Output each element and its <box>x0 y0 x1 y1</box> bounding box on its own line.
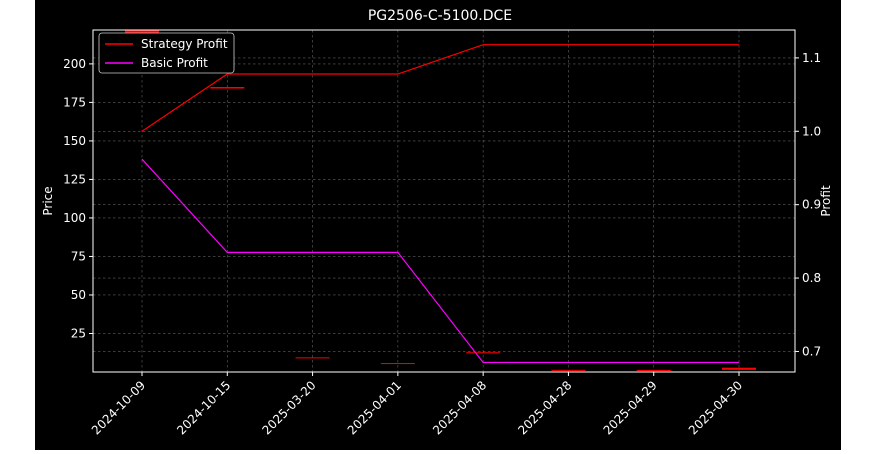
plot-frame <box>92 29 796 373</box>
x-tick-label: 2024-10-15 <box>174 378 233 437</box>
y2-axis-label: Profit <box>819 185 833 217</box>
strategy-profit-line <box>141 44 739 132</box>
y-tick-label: 150 <box>63 134 86 148</box>
plot-background <box>93 30 795 372</box>
y-tick-label: 25 <box>71 326 86 340</box>
x-tick-label: 2025-04-08 <box>430 378 489 437</box>
price-candle <box>636 369 671 371</box>
y-tick-label: 100 <box>63 211 86 225</box>
x-tick-label: 2025-04-29 <box>601 378 660 437</box>
x-tick-label: 2025-04-30 <box>686 378 745 437</box>
y2-tick-label: 0.7 <box>802 344 821 358</box>
price-candle <box>210 87 245 89</box>
price-candle <box>295 357 330 359</box>
y-axis-left: 25 50 75 100 125 150 175 200 <box>63 57 93 340</box>
chart-svg: 2024-10-09 2024-10-15 2025-03-20 2025-04-01… <box>41 8 833 437</box>
x-tick-label: 2025-04-28 <box>515 378 574 437</box>
x-tick-label: 2025-03-20 <box>259 378 318 437</box>
x-axis: 2024-10-09 2024-10-15 2025-03-20 2025-04-01… <box>89 372 745 437</box>
chart-figure: 2024-10-09 2024-10-15 2025-03-20 2025-04-01… <box>35 0 841 450</box>
price-candle <box>551 369 586 371</box>
y-tick-label: 75 <box>71 249 86 263</box>
y2-tick-label: 0.9 <box>802 198 821 212</box>
x-tick-label: 2024-10-09 <box>89 378 148 437</box>
profit-lines <box>141 44 739 364</box>
y-tick-label: 50 <box>71 288 86 302</box>
chart-title: PG2506-C-5100.DCE <box>368 8 512 24</box>
legend: Strategy Profit Basic Profit <box>98 32 235 74</box>
y-axis-right: 0.7 0.8 0.9 1.0 1.1 <box>795 51 821 358</box>
y2-tick-label: 1.0 <box>802 124 821 138</box>
legend-label-basic: Basic Profit <box>141 56 208 70</box>
price-candle <box>722 367 756 370</box>
grid-lines <box>93 30 795 372</box>
price-candle <box>466 352 501 354</box>
price-candle <box>380 363 415 365</box>
legend-label-strategy: Strategy Profit <box>141 37 228 51</box>
y-tick-label: 200 <box>63 57 86 71</box>
y2-tick-label: 1.1 <box>802 51 821 65</box>
y-tick-label: 125 <box>63 172 86 186</box>
x-tick-label: 2025-04-01 <box>345 378 404 437</box>
basic-profit-line <box>141 158 739 364</box>
y2-tick-label: 0.8 <box>802 271 821 285</box>
y-tick-label: 175 <box>63 95 86 109</box>
y-axis-label: Price <box>41 186 55 215</box>
